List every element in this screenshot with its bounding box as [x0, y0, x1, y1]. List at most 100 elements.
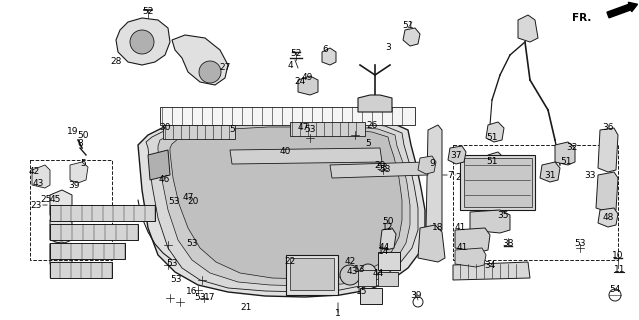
Text: 35: 35 [497, 211, 509, 220]
Polygon shape [598, 208, 618, 227]
Bar [163, 125, 235, 139]
Polygon shape [470, 210, 510, 233]
Text: 39: 39 [68, 180, 80, 189]
Text: 36: 36 [602, 124, 613, 132]
FancyArrow shape [607, 2, 638, 18]
Polygon shape [170, 127, 402, 279]
Polygon shape [358, 95, 392, 112]
Polygon shape [32, 165, 50, 188]
Text: 50: 50 [77, 132, 89, 140]
Text: 38: 38 [502, 239, 514, 249]
Text: 53: 53 [574, 239, 586, 249]
Text: 23: 23 [30, 201, 42, 210]
Bar [360, 288, 382, 304]
Text: 29: 29 [374, 161, 386, 170]
Text: 53: 53 [186, 239, 197, 249]
Text: 54: 54 [610, 285, 620, 294]
Polygon shape [418, 156, 436, 174]
Bar [290, 258, 334, 290]
Text: 21: 21 [240, 303, 252, 313]
Polygon shape [460, 155, 535, 210]
Polygon shape [50, 242, 72, 268]
Text: 9: 9 [429, 159, 435, 169]
Text: 44: 44 [373, 268, 383, 277]
Polygon shape [453, 262, 530, 280]
Polygon shape [486, 122, 504, 142]
Text: 42: 42 [28, 167, 40, 177]
Text: 40: 40 [279, 148, 291, 156]
Text: FR.: FR. [573, 13, 592, 23]
Text: 53: 53 [376, 164, 388, 172]
Text: 48: 48 [603, 213, 613, 222]
Bar [358, 270, 376, 286]
Text: 32: 32 [566, 143, 578, 153]
Text: 49: 49 [302, 74, 312, 83]
Text: 51: 51 [402, 21, 413, 30]
Bar [290, 122, 365, 136]
Text: 19: 19 [67, 127, 79, 137]
Polygon shape [50, 190, 72, 220]
Polygon shape [540, 162, 560, 182]
Text: 52: 52 [142, 7, 154, 17]
Polygon shape [70, 162, 88, 183]
Text: 20: 20 [187, 197, 199, 206]
Polygon shape [426, 125, 442, 235]
Text: 8: 8 [77, 139, 83, 148]
Text: 25: 25 [40, 196, 52, 204]
Text: 47: 47 [182, 194, 194, 203]
Bar [453, 145, 618, 260]
Text: 26: 26 [366, 122, 378, 131]
Text: 28: 28 [111, 58, 121, 67]
Polygon shape [448, 146, 466, 164]
Text: 24: 24 [295, 77, 305, 86]
Polygon shape [148, 150, 170, 180]
Polygon shape [403, 28, 420, 46]
Text: 47: 47 [297, 124, 309, 132]
Bar [30, 160, 112, 260]
Text: 6: 6 [322, 45, 328, 54]
Text: 43: 43 [346, 268, 358, 276]
Text: 22: 22 [284, 258, 296, 267]
Polygon shape [50, 218, 72, 244]
Bar [50, 262, 112, 278]
Bar [378, 272, 398, 286]
Text: 41: 41 [456, 244, 468, 252]
Text: 16: 16 [186, 287, 197, 297]
Text: 5: 5 [365, 140, 371, 148]
Circle shape [130, 30, 154, 54]
Text: 27: 27 [219, 63, 231, 73]
Text: 52: 52 [290, 50, 302, 59]
Text: 44: 44 [378, 244, 390, 252]
Text: 5: 5 [229, 125, 235, 134]
Polygon shape [146, 120, 418, 292]
Text: 33: 33 [584, 171, 596, 180]
Text: 37: 37 [450, 150, 462, 159]
Text: 14: 14 [378, 247, 390, 257]
Circle shape [199, 61, 221, 83]
Bar [50, 224, 138, 240]
Polygon shape [380, 228, 396, 250]
Text: 10: 10 [612, 252, 624, 260]
Polygon shape [464, 158, 532, 207]
Polygon shape [598, 128, 618, 172]
Polygon shape [455, 228, 490, 252]
Text: 53: 53 [170, 276, 181, 284]
Text: 43: 43 [33, 179, 43, 188]
Text: 11: 11 [614, 266, 626, 275]
Polygon shape [116, 18, 170, 65]
Text: 1: 1 [335, 309, 341, 318]
Text: 18: 18 [432, 223, 443, 233]
Polygon shape [330, 162, 428, 178]
Circle shape [340, 265, 360, 285]
Text: 31: 31 [544, 171, 556, 180]
Text: 41: 41 [454, 223, 466, 233]
Text: 2: 2 [455, 173, 461, 182]
Polygon shape [555, 142, 575, 165]
Polygon shape [596, 172, 618, 212]
Polygon shape [158, 124, 410, 286]
Text: 3: 3 [385, 44, 391, 52]
Polygon shape [322, 48, 336, 65]
Polygon shape [172, 35, 228, 85]
Text: 7: 7 [447, 171, 453, 180]
Text: 30: 30 [159, 124, 171, 132]
